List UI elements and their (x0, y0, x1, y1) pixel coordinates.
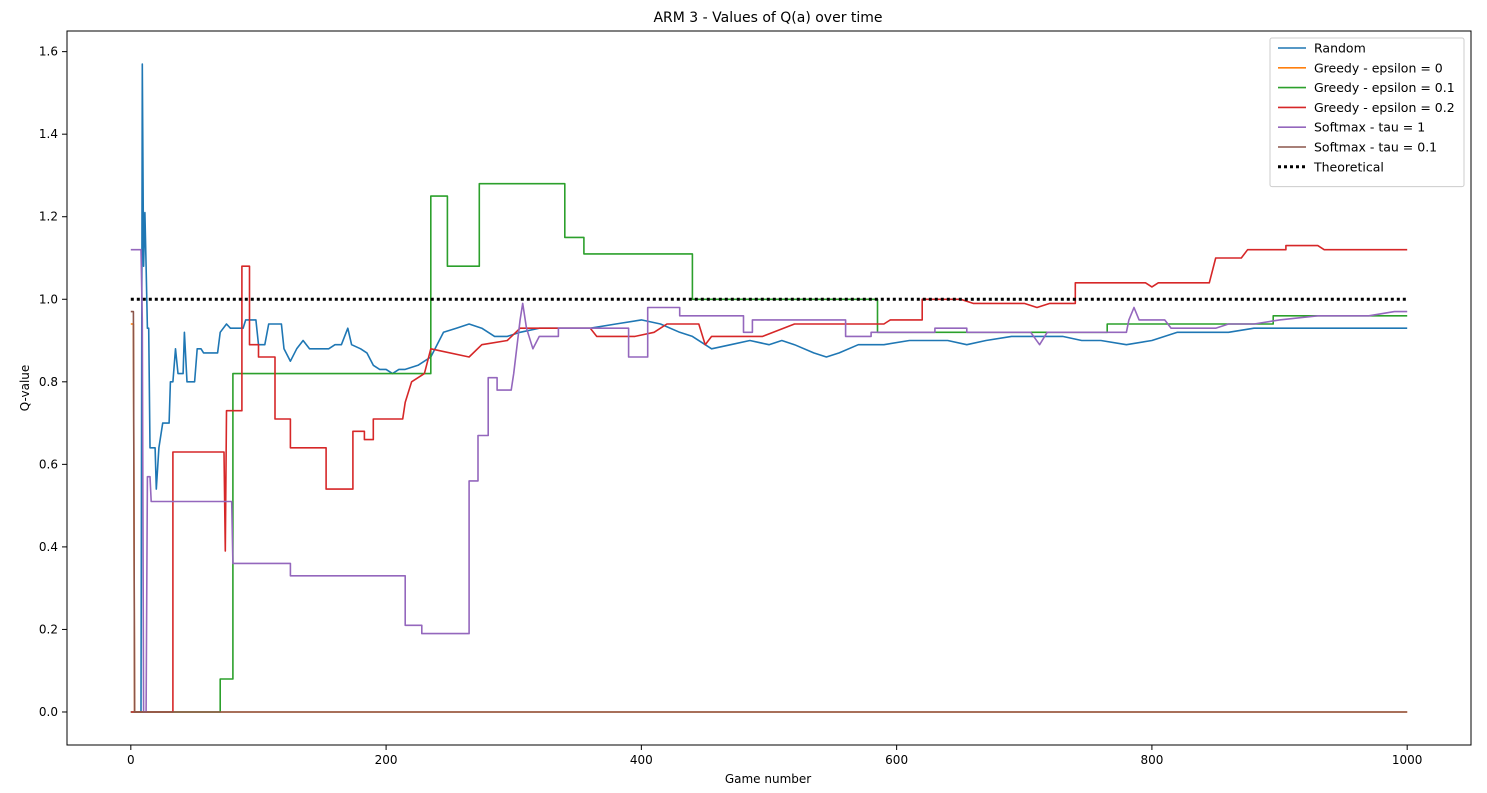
y-tick-label: 0.4 (39, 540, 58, 554)
series-line-softmax-tau-1 (130, 248, 1408, 713)
y-tick-label: 0.0 (39, 705, 58, 719)
x-tick-label: 400 (630, 753, 653, 767)
y-tick-label: 1.0 (39, 292, 58, 306)
legend: Random Greedy - epsilon = 0 Greedy - epsil… (1269, 37, 1465, 188)
x-tick-label: 0 (127, 753, 135, 767)
series-line-random (130, 63, 1408, 713)
legend-label-greedy-epsilon-0-1: Greedy - epsilon = 0.1 (1314, 80, 1455, 95)
series-layer (130, 63, 1408, 713)
x-tick-label: 600 (885, 753, 908, 767)
y-tick-label: 1.6 (39, 45, 58, 59)
x-tick-label: 800 (1140, 753, 1163, 767)
y-tick-label: 0.8 (39, 375, 58, 389)
legend-label-softmax-tau-1: Softmax - tau = 1 (1314, 120, 1425, 135)
y-tick-label: 0.6 (39, 457, 58, 471)
y-axis-label: Q-value (18, 365, 32, 412)
chart-title: ARM 3 - Values of Q(a) over time (653, 10, 882, 26)
plot-area (66, 30, 1472, 746)
series-line-greedy-epsilon-0-1 (130, 182, 1408, 713)
legend-label-softmax-tau-0-1: Softmax - tau = 0.1 (1314, 140, 1437, 155)
x-tick-label: 200 (375, 753, 398, 767)
legend-label-greedy-epsilon-0-2: Greedy - epsilon = 0.2 (1314, 100, 1455, 115)
legend-label-greedy-epsilon-0: Greedy - epsilon = 0 (1314, 60, 1443, 75)
series-line-greedy-epsilon-0-2 (130, 244, 1408, 713)
y-tick-label: 1.4 (39, 127, 58, 141)
y-tick-label: 0.2 (39, 622, 58, 636)
y-tick-label: 1.2 (39, 210, 58, 224)
x-tick-label: 1000 (1392, 753, 1423, 767)
legend-label-theoretical: Theoretical (1313, 159, 1384, 174)
legend-box (1269, 37, 1465, 188)
series-line-softmax-tau-0-1 (130, 310, 1408, 713)
ticks-layer: 0 200 400 600 800 1000 0.0 0.2 0.4 0.6 0.8 1.0 1.2 1.… (39, 45, 1423, 767)
x-axis-label: Game number (725, 772, 811, 786)
legend-label-random: Random (1314, 41, 1366, 56)
